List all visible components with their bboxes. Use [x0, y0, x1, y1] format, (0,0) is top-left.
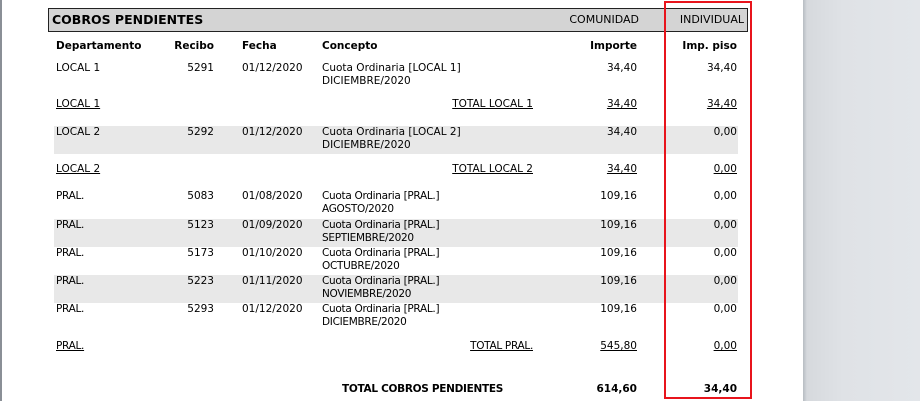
row-departamento: LOCAL 2 [56, 126, 101, 138]
row-imp-piso: 34,40 [706, 62, 737, 74]
row-concepto-line2: NOVIEMBRE/2020 [322, 288, 412, 300]
grand-total-imp-piso: 34,40 [703, 383, 737, 395]
row-departamento: PRAL. [56, 303, 85, 315]
row-fecha: 01/12/2020 [242, 62, 303, 74]
row-recibo: 5293 [187, 303, 214, 315]
report-page [2, 0, 803, 401]
row-concepto-line2: SEPTIEMBRE/2020 [322, 232, 414, 244]
row-departamento: PRAL. [56, 247, 85, 259]
subtotal-importe: 34,40 [606, 98, 637, 110]
individual-label: INDIVIDUAL [679, 13, 744, 26]
row-fecha: 01/08/2020 [242, 190, 303, 202]
subtotal-imp-piso: 0,00 [713, 340, 737, 352]
row-fecha: 01/12/2020 [242, 126, 303, 138]
report-header: COBROS PENDIENTES COMUNIDAD INDIVIDUAL [48, 8, 748, 32]
subtotal-departamento: LOCAL 1 [56, 98, 101, 110]
subtotal-label: TOTAL LOCAL 1 [452, 98, 533, 110]
col-imp-piso: Imp. piso [682, 40, 737, 52]
row-imp-piso: 0,00 [713, 275, 737, 287]
row-departamento: PRAL. [56, 275, 85, 287]
grand-total-importe: 614,60 [596, 383, 637, 395]
row-imp-piso: 0,00 [713, 303, 737, 315]
row-recibo: 5083 [187, 190, 214, 202]
subtotal-departamento: PRAL. [56, 340, 85, 352]
col-departamento: Departamento [56, 40, 142, 52]
individual-highlight-box [664, 1, 752, 399]
row-concepto-line2: AGOSTO/2020 [322, 203, 394, 215]
row-fecha: 01/10/2020 [242, 247, 303, 259]
col-concepto: Concepto [322, 40, 378, 52]
row-recibo: 5173 [187, 247, 214, 259]
row-fecha: 01/11/2020 [242, 275, 303, 287]
report-title: COBROS PENDIENTES [52, 12, 204, 27]
row-shading [54, 126, 738, 154]
row-concepto-line2: OCTUBRE/2020 [322, 260, 400, 272]
row-concepto-line2: DICIEMBRE/2020 [322, 139, 411, 151]
row-recibo: 5292 [187, 126, 214, 138]
viewer-background [803, 0, 920, 401]
row-concepto-line1: Cuota Ordinaria [PRAL.] [322, 303, 440, 315]
row-concepto-line1: Cuota Ordinaria [LOCAL 2] [322, 126, 461, 138]
row-concepto-line1: Cuota Ordinaria [PRAL.] [322, 247, 440, 259]
window-edge [0, 0, 2, 401]
row-recibo: 5223 [187, 275, 214, 287]
row-departamento: LOCAL 1 [56, 62, 101, 74]
subtotal-importe: 34,40 [606, 163, 637, 175]
subtotal-label: TOTAL LOCAL 2 [452, 163, 533, 175]
row-departamento: PRAL. [56, 190, 85, 202]
col-recibo: Recibo [174, 40, 214, 52]
row-departamento: PRAL. [56, 219, 85, 231]
col-fecha: Fecha [242, 40, 277, 52]
row-importe: 34,40 [606, 62, 637, 74]
row-concepto-line1: Cuota Ordinaria [PRAL.] [322, 190, 440, 202]
row-concepto-line2: DICIEMBRE/2020 [322, 316, 407, 328]
row-concepto-line1: Cuota Ordinaria [LOCAL 1] [322, 62, 461, 74]
row-importe: 109,16 [600, 219, 637, 231]
subtotal-importe: 545,80 [600, 340, 637, 352]
comunidad-label: COMUNIDAD [569, 13, 639, 26]
row-fecha: 01/12/2020 [242, 303, 303, 315]
row-concepto-line2: DICIEMBRE/2020 [322, 75, 411, 87]
row-shading [54, 275, 738, 303]
subtotal-departamento: LOCAL 2 [56, 163, 101, 175]
row-importe: 109,16 [600, 303, 637, 315]
row-recibo: 5291 [187, 62, 214, 74]
row-importe: 34,40 [606, 126, 637, 138]
col-importe: Importe [590, 40, 637, 52]
row-imp-piso: 0,00 [713, 126, 737, 138]
grand-total-label: TOTAL COBROS PENDIENTES [342, 383, 504, 395]
row-fecha: 01/09/2020 [242, 219, 303, 231]
subtotal-imp-piso: 0,00 [713, 163, 737, 175]
subtotal-imp-piso: 34,40 [706, 98, 737, 110]
row-concepto-line1: Cuota Ordinaria [PRAL.] [322, 275, 440, 287]
row-importe: 109,16 [600, 247, 637, 259]
subtotal-label: TOTAL PRAL. [470, 340, 533, 352]
row-shading [54, 219, 738, 247]
row-imp-piso: 0,00 [713, 247, 737, 259]
row-importe: 109,16 [600, 275, 637, 287]
row-recibo: 5123 [187, 219, 214, 231]
row-imp-piso: 0,00 [713, 190, 737, 202]
row-concepto-line1: Cuota Ordinaria [PRAL.] [322, 219, 440, 231]
row-imp-piso: 0,00 [713, 219, 737, 231]
row-importe: 109,16 [600, 190, 637, 202]
